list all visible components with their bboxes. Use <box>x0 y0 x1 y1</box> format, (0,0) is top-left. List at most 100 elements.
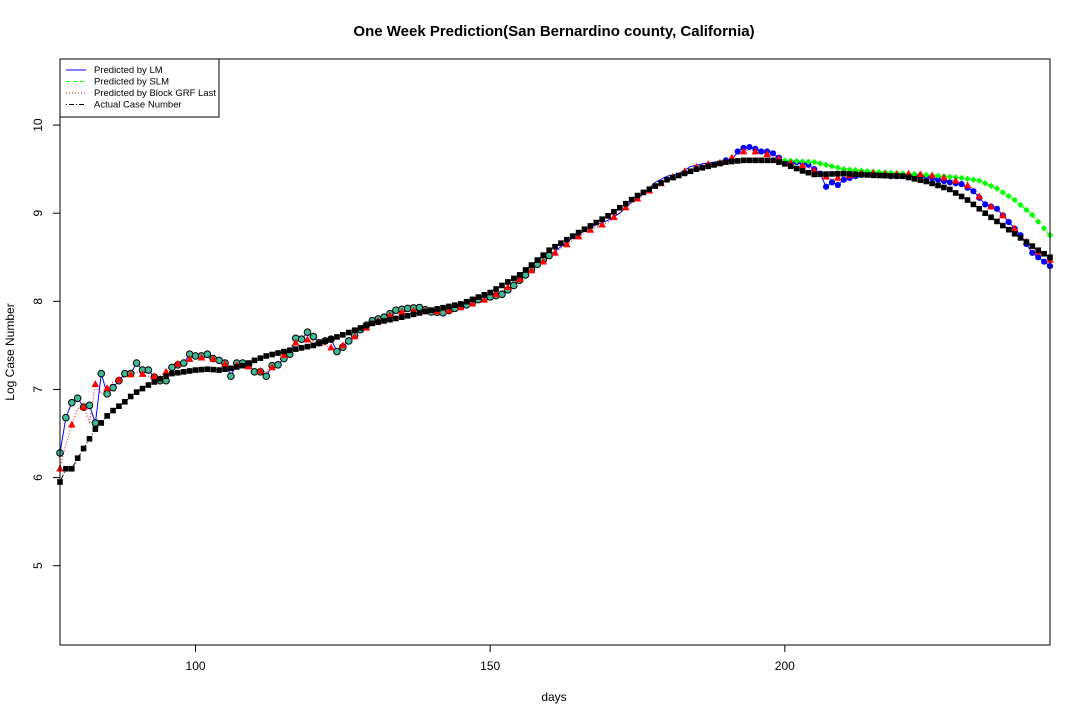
actual-point <box>434 306 440 312</box>
lm-point <box>970 188 977 195</box>
actual-point <box>540 252 547 258</box>
actual-point <box>351 327 358 334</box>
lm-point <box>144 366 153 374</box>
grf-point <box>303 335 312 343</box>
actual-point <box>823 171 829 177</box>
actual-point <box>110 407 116 414</box>
lm-point <box>303 328 312 336</box>
grf-point <box>975 192 984 200</box>
actual-point <box>846 171 853 177</box>
actual-point <box>717 160 723 167</box>
lm-point <box>274 360 282 369</box>
actual-point <box>68 465 75 472</box>
actual-point <box>151 379 158 385</box>
slm-point <box>1011 196 1018 204</box>
actual-point <box>446 303 452 310</box>
actual-point <box>958 193 965 200</box>
actual-point <box>257 355 264 361</box>
actual-point <box>970 201 977 208</box>
series-line-actual <box>59 159 1051 483</box>
actual-point <box>617 204 623 211</box>
actual-point <box>528 262 535 268</box>
actual-point <box>86 435 93 442</box>
grf-point <box>492 290 500 298</box>
slm-point <box>822 161 830 169</box>
actual-point <box>204 366 211 372</box>
lm-point <box>746 144 753 151</box>
actual-point <box>363 322 370 329</box>
lm-point <box>103 390 111 398</box>
y-tick-label: 9 <box>31 210 45 217</box>
lm-point <box>509 281 518 290</box>
actual-point <box>63 465 69 472</box>
grf-point <box>268 363 276 371</box>
actual-point <box>776 159 782 165</box>
actual-point <box>175 369 181 376</box>
y-tick-label: 8 <box>31 298 45 305</box>
actual-point <box>935 182 941 189</box>
grf-point <box>916 170 925 178</box>
actual-point <box>658 180 664 186</box>
x-tick-label: 200 <box>775 659 795 673</box>
actual-point <box>1035 247 1042 254</box>
slm-point <box>981 180 989 187</box>
actual-point <box>345 329 352 336</box>
grf-point <box>185 355 194 362</box>
lm-point <box>828 179 836 186</box>
actual-point <box>569 233 576 239</box>
lm-point <box>822 183 830 190</box>
actual-point <box>369 320 376 327</box>
lm-point <box>62 413 70 422</box>
actual-point <box>652 183 658 189</box>
actual-point <box>852 171 859 178</box>
grf-point <box>586 225 595 233</box>
actual-point <box>563 236 570 243</box>
actual-point <box>817 171 823 178</box>
actual-point <box>587 223 594 229</box>
actual-point <box>740 157 747 164</box>
y-tick-label: 7 <box>31 386 45 393</box>
x-tick-label: 150 <box>480 659 500 673</box>
x-tick-label: 100 <box>186 659 206 673</box>
actual-point <box>228 365 234 372</box>
lm-point <box>758 148 765 155</box>
legend-label-actual: Actual Case Number <box>94 100 182 111</box>
actual-point <box>805 169 812 176</box>
lm-point <box>109 383 117 392</box>
actual-point <box>180 369 187 375</box>
actual-point <box>440 304 446 311</box>
lm-point <box>834 181 841 189</box>
plot-data <box>56 144 1054 485</box>
grf-point <box>928 171 936 179</box>
lm-point <box>132 359 141 367</box>
grf-point <box>574 232 583 240</box>
grf-point <box>763 150 771 157</box>
y-axis: 5 6 7 8 9 10 <box>31 118 60 569</box>
grf-point <box>480 295 489 303</box>
actual-point <box>893 173 900 179</box>
grf-point <box>150 372 159 380</box>
grf-point <box>280 351 288 358</box>
lm-point <box>203 350 212 359</box>
actual-point <box>947 186 953 193</box>
actual-point <box>304 343 311 350</box>
actual-point <box>1011 230 1018 237</box>
actual-point <box>98 420 105 426</box>
actual-point <box>298 345 305 351</box>
y-tick-label: 10 <box>31 118 45 132</box>
actual-point <box>988 214 994 221</box>
actual-point <box>1041 250 1047 257</box>
series-line-grf <box>59 149 1051 469</box>
actual-point <box>905 174 912 181</box>
actual-point <box>611 209 617 215</box>
actual-point <box>322 338 328 344</box>
grf-point <box>610 213 618 220</box>
grf-point <box>350 332 359 340</box>
slm-point <box>828 163 836 170</box>
actual-point <box>169 370 175 377</box>
grf-point <box>751 147 760 155</box>
actual-point <box>628 196 635 203</box>
actual-point <box>463 298 470 305</box>
grf-point <box>445 306 453 314</box>
lm-point <box>982 201 989 208</box>
